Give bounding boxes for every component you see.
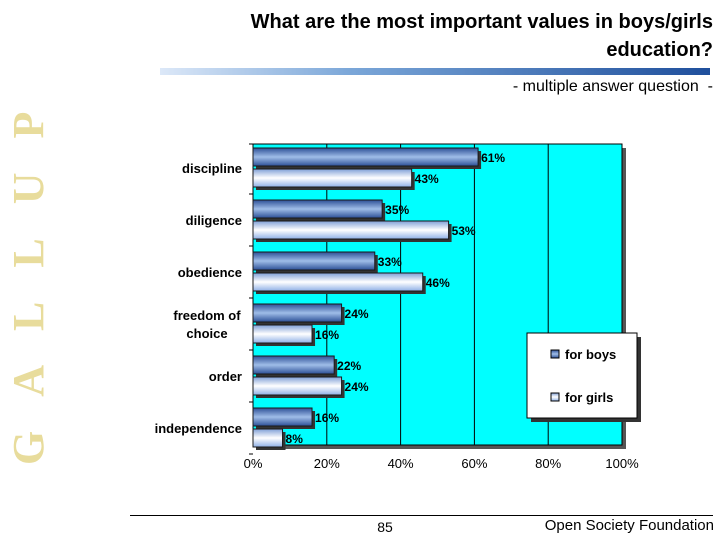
- x-tick-label: 0%: [244, 456, 263, 471]
- bar-boys: [252, 251, 376, 271]
- data-label: 53%: [452, 224, 476, 238]
- bar-girls: [252, 168, 413, 188]
- gallup-logo-text: GALLUP: [4, 78, 53, 465]
- data-label: 24%: [345, 307, 369, 321]
- bar-boys: [252, 303, 343, 323]
- data-label: 24%: [345, 380, 369, 394]
- bar-boys: [252, 147, 479, 167]
- data-label: 22%: [337, 359, 361, 373]
- legend: [526, 332, 638, 419]
- data-label: 43%: [415, 172, 439, 186]
- x-tick-label: 20%: [314, 456, 340, 471]
- bar-girls: [252, 428, 284, 448]
- bar-girls: [252, 376, 343, 396]
- bar-boys: [252, 199, 383, 219]
- title-rule: [160, 68, 710, 75]
- data-label: 46%: [426, 276, 450, 290]
- data-label: 16%: [315, 328, 339, 342]
- bar-girls: [252, 324, 313, 344]
- data-label: 61%: [481, 151, 505, 165]
- category-label: freedom of choice: [173, 308, 241, 341]
- bar-boys: [252, 355, 335, 375]
- category-label: order: [209, 369, 242, 384]
- category-label: discipline: [182, 161, 242, 176]
- data-label: 33%: [378, 255, 402, 269]
- data-label: 35%: [385, 203, 409, 217]
- x-tick-label: 60%: [461, 456, 487, 471]
- x-tick-label: 40%: [388, 456, 414, 471]
- x-tick-label: 100%: [605, 456, 639, 471]
- bar-girls: [252, 272, 424, 292]
- category-label: independence: [155, 421, 242, 436]
- footer-rule: [130, 515, 713, 516]
- legend-label: for boys: [565, 347, 616, 362]
- category-label: obedience: [178, 265, 242, 280]
- data-label: 16%: [315, 411, 339, 425]
- legend-label: for girls: [565, 390, 613, 405]
- bar-boys: [252, 407, 313, 427]
- slide-title: What are the most important values in bo…: [250, 11, 713, 61]
- x-tick-label: 80%: [535, 456, 561, 471]
- footer-organization: Open Society Foundation: [544, 517, 714, 534]
- bar-girls: [252, 220, 450, 240]
- data-label: 8%: [286, 432, 304, 446]
- gallup-logo: GALLUP: [4, 78, 53, 465]
- legend-swatch: [550, 349, 560, 359]
- category-label: diligence: [186, 213, 242, 228]
- slide-subtitle: - multiple answer question -: [512, 78, 713, 95]
- legend-swatch: [550, 392, 560, 402]
- page-number: 85: [377, 519, 393, 535]
